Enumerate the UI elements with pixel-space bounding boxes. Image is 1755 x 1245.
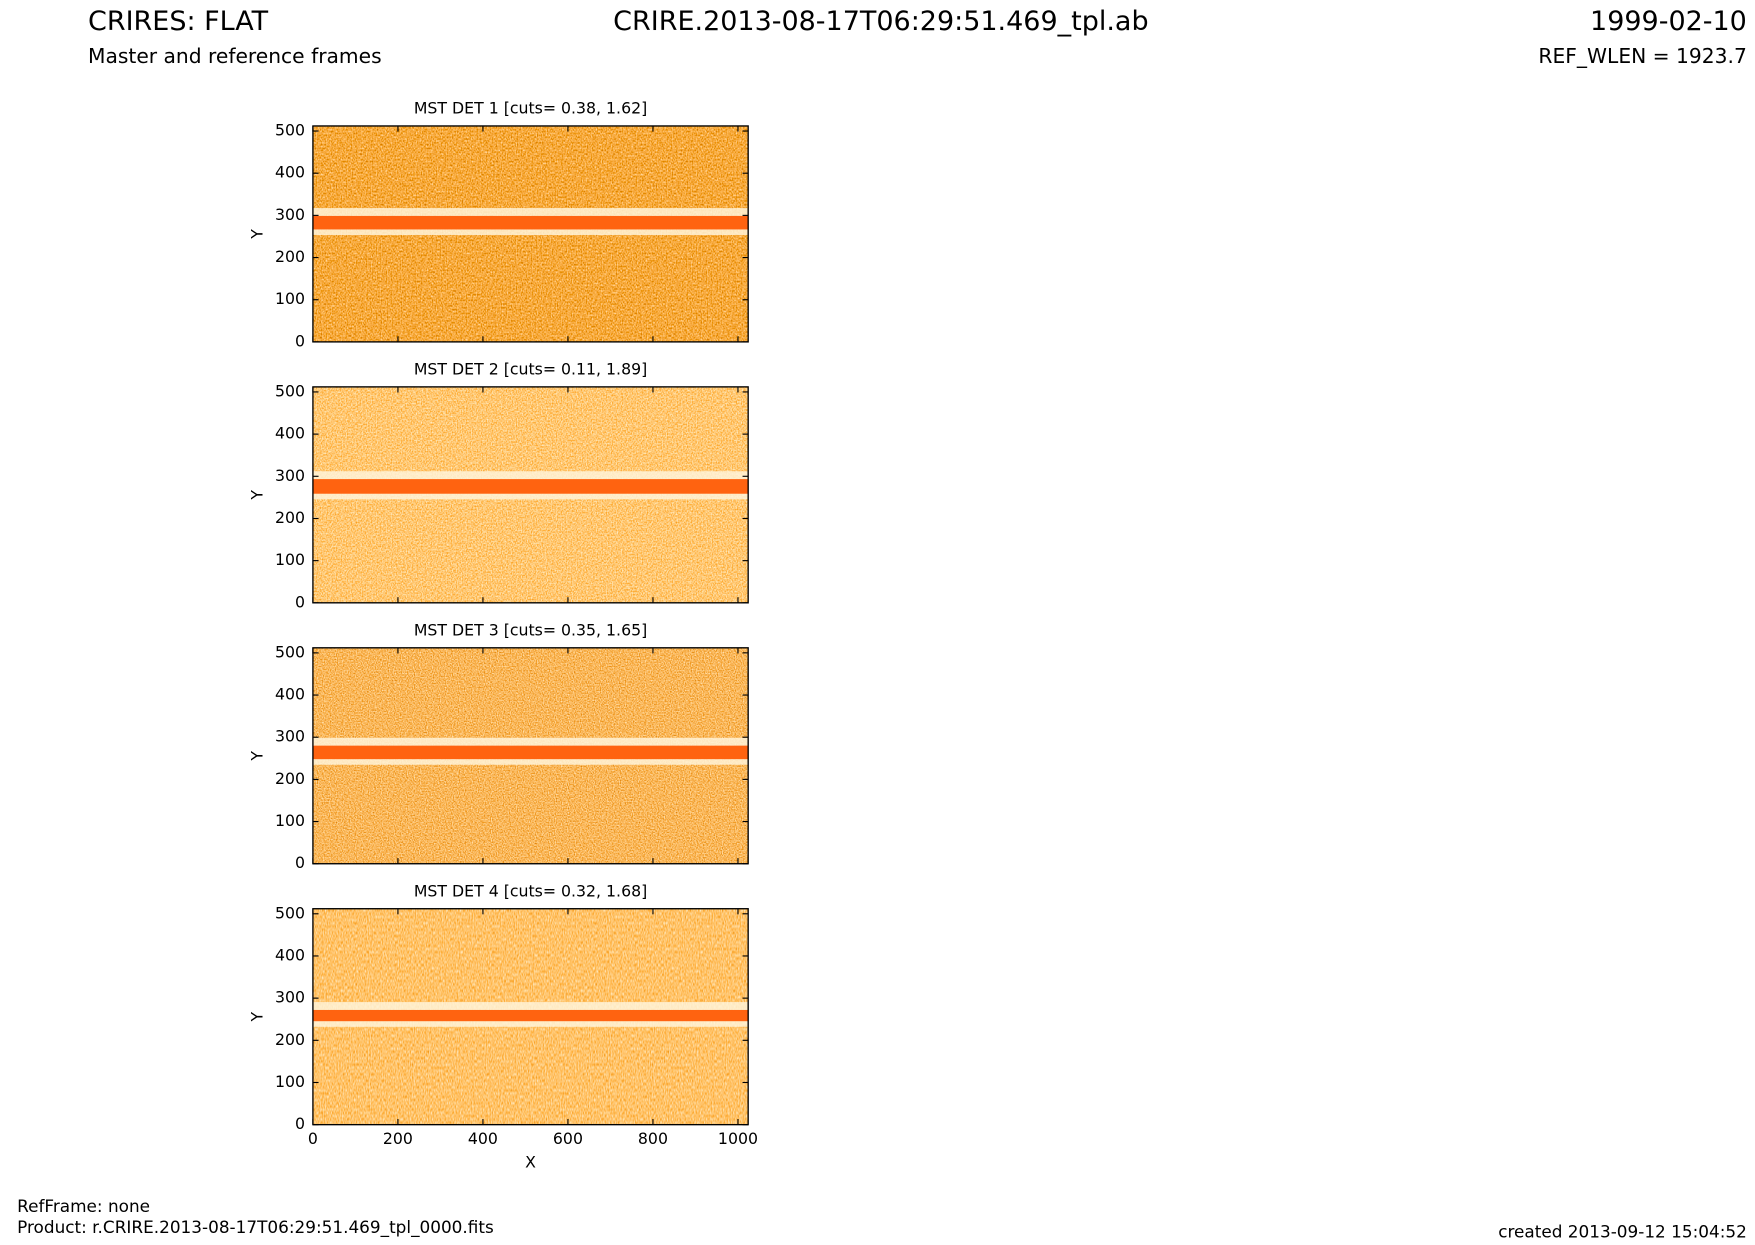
spectral-band — [312, 479, 749, 494]
y-tick-label: 500 — [275, 903, 305, 922]
spectral-band — [312, 1009, 749, 1022]
panel-title: MST DET 2 [cuts= 0.11, 1.89] — [414, 360, 647, 379]
axes-frame — [312, 647, 749, 865]
panel-title: MST DET 4 [cuts= 0.32, 1.68] — [414, 881, 647, 900]
x-tick-label: 200 — [383, 1129, 413, 1148]
y-tick-label: 0 — [295, 331, 305, 350]
header-title: CRIRES: FLAT — [88, 6, 269, 37]
y-tick-label: 300 — [275, 205, 305, 224]
y-tick-label: 100 — [275, 550, 305, 569]
footer-product: Product: r.CRIRE.2013-08-17T06:29:51.469… — [17, 1217, 494, 1238]
x-tick-label: 400 — [468, 1129, 498, 1148]
y-axis-label: Y — [247, 490, 266, 501]
x-tick-label: 800 — [638, 1129, 668, 1148]
y-tick-label: 300 — [275, 466, 305, 485]
y-tick-label: 200 — [275, 769, 305, 788]
y-tick-label: 400 — [275, 685, 305, 704]
y-axis-label: Y — [247, 751, 266, 762]
axes-frame — [312, 908, 749, 1126]
x-axis-label: X — [525, 1152, 536, 1171]
y-tick-label: 100 — [275, 1072, 305, 1091]
footer-created: created 2013-09-12 15:04:52 — [1498, 1222, 1747, 1242]
y-tick-label: 0 — [295, 592, 305, 611]
y-tick-label: 500 — [275, 381, 305, 400]
y-tick-label: 400 — [275, 945, 305, 964]
y-tick-label: 200 — [275, 247, 305, 266]
x-tick-label: 600 — [553, 1129, 583, 1148]
axes-frame — [312, 386, 749, 604]
y-tick-label: 400 — [275, 163, 305, 182]
y-tick-label: 500 — [275, 642, 305, 661]
header-ref-wlen: REF_WLEN = 1923.7 — [1538, 44, 1746, 68]
footer-ref-frame: RefFrame: none — [17, 1196, 150, 1216]
header-date: 1999-02-10 — [1590, 6, 1747, 37]
y-axis-label: Y — [247, 229, 266, 240]
y-tick-label: 100 — [275, 289, 305, 308]
spectral-band — [312, 215, 749, 230]
spectral-band — [312, 745, 749, 760]
axes-frame — [312, 125, 749, 343]
y-tick-label: 0 — [295, 1114, 305, 1133]
y-tick-label: 300 — [275, 988, 305, 1007]
header-subtitle: Master and reference frames — [88, 44, 382, 68]
y-axis-label: Y — [247, 1012, 266, 1023]
y-tick-label: 200 — [275, 508, 305, 527]
header-file: CRIRE.2013-08-17T06:29:51.469_tpl.ab — [613, 6, 1148, 37]
y-tick-label: 0 — [295, 853, 305, 872]
panel-title: MST DET 1 [cuts= 0.38, 1.62] — [414, 99, 647, 118]
x-tick-label: 1000 — [718, 1129, 758, 1148]
y-tick-label: 200 — [275, 1030, 305, 1049]
y-tick-label: 500 — [275, 121, 305, 140]
y-tick-label: 300 — [275, 727, 305, 746]
panel-title: MST DET 3 [cuts= 0.35, 1.65] — [414, 620, 647, 639]
y-tick-label: 400 — [275, 424, 305, 443]
y-tick-label: 100 — [275, 811, 305, 830]
x-tick-label: 0 — [308, 1129, 318, 1148]
